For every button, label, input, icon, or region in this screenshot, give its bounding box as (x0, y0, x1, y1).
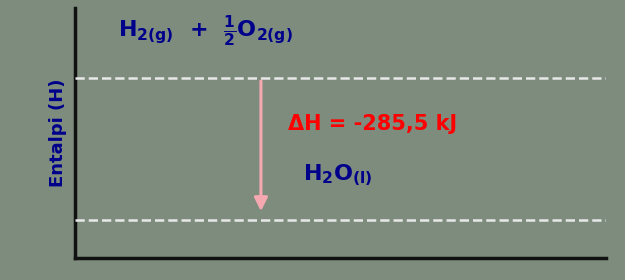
Text: $\mathbf{H_2O_{(l)}}$: $\mathbf{H_2O_{(l)}}$ (304, 163, 373, 188)
Text: ΔH = -285,5 kJ: ΔH = -285,5 kJ (288, 114, 457, 134)
Text: $\mathbf{H_{2(g)}}$  +  $\mathbf{\frac{1}{2}O_{2(g)}}$: $\mathbf{H_{2(g)}}$ + $\mathbf{\frac{1}{… (118, 13, 292, 48)
Y-axis label: Entalpi (H): Entalpi (H) (49, 79, 67, 187)
